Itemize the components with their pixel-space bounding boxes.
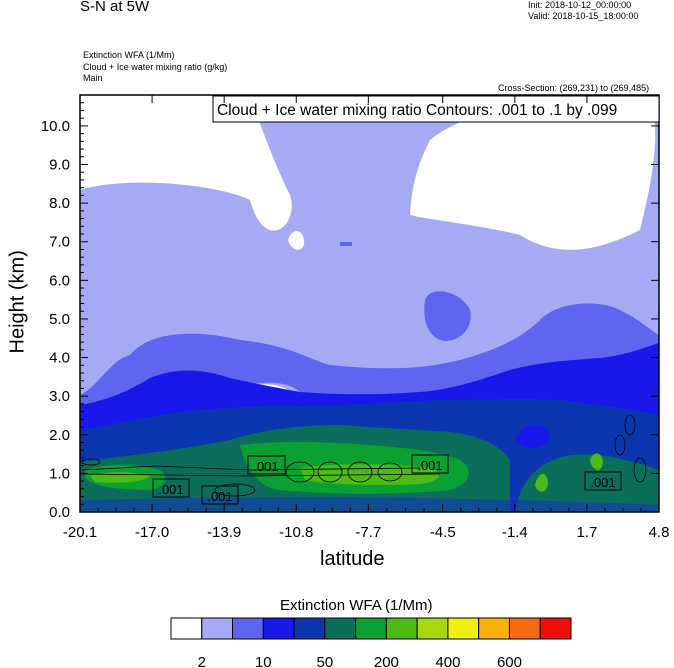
contour-label-box (247, 455, 286, 475)
contour-label-box (152, 478, 190, 498)
colorbar-tick-label: 10 (255, 654, 272, 668)
contour-line (614, 434, 626, 456)
x-axis-title: latitude (320, 548, 385, 570)
x-tick-label: 1.7 (576, 524, 597, 541)
mid-blue-small (340, 242, 352, 246)
contour-label: .001 (253, 459, 278, 474)
x-tick-label: -17.0 (135, 524, 169, 541)
colorbar-tick-label: 400 (435, 654, 460, 668)
field-label-extinction: Extinction WFA (1/Mm) (83, 50, 175, 60)
y-tick-label: 2.0 (49, 427, 70, 444)
colorbar-swatch (201, 617, 234, 640)
x-tick-label: -13.9 (207, 524, 241, 541)
contour-legend-box (212, 95, 660, 123)
colorbar: 2 10 50 200 400 600 (170, 617, 572, 668)
field-label-mixing-ratio: Cloud + Ice water mixing ratio (g/kg) (83, 62, 228, 72)
contour-label-box (411, 454, 449, 474)
contour-line (214, 483, 256, 497)
colorbar-tick-label: 2 (198, 654, 206, 668)
colorbar-swatch (478, 617, 510, 640)
blue-blob-right (515, 424, 550, 448)
contour-line (285, 461, 315, 483)
white-upper-right (410, 98, 656, 250)
colorbar-swatch (508, 617, 541, 640)
x-tick-label: -20.1 (63, 524, 97, 541)
axis-ticks: -20.1 -17.0 -13.9 -10.8 -7.7 -4.5 -1.4 1.7 4.8 0.… (41, 94, 670, 541)
colorbar-swatch (324, 617, 357, 640)
contour-line (624, 414, 636, 436)
contour-line (347, 461, 373, 483)
y-tick-label: 9.0 (49, 157, 70, 174)
x-tick-label: -7.7 (355, 524, 381, 541)
y-tick-label: 5.0 (49, 311, 70, 328)
contour-label-box (201, 485, 239, 505)
field-label-main: Main (83, 73, 103, 83)
colorbar-tick-label: 200 (374, 654, 399, 668)
init-time: Init: 2018-10-12_00:00:00 (528, 0, 632, 10)
x-tick-label: -1.4 (502, 524, 528, 541)
x-tick-label: -4.5 (430, 524, 456, 541)
colorbar-tick-label: 50 (317, 654, 334, 668)
contour-label-box (584, 471, 622, 491)
contour-labels: .001 .001 .001 .001 .001 (152, 454, 622, 505)
contour-line (81, 465, 421, 471)
contour-legend-text: Cloud + Ice water mixing ratio Contours:… (217, 102, 617, 119)
y-tick-label: 1.0 (49, 465, 70, 482)
colorbar-swatch (447, 617, 480, 640)
mid-blue-blob (424, 291, 471, 341)
contour-label: .001 (417, 458, 442, 473)
colorbar-swatch (385, 617, 418, 640)
colorbar-swatch (293, 617, 326, 640)
colorbar-swatch (539, 617, 572, 640)
lightgreen-right (535, 474, 548, 492)
y-tick-label: 10.0 (41, 118, 70, 135)
contour-line (81, 473, 441, 477)
surface-strip (80, 497, 659, 512)
y-tick-label: 8.0 (49, 195, 70, 212)
contour-line (317, 461, 343, 483)
mixing-ratio-contours (81, 414, 647, 497)
colorbar-title: Extinction WFA (1/Mm) (280, 597, 433, 614)
contour-line (633, 457, 647, 483)
colorbar-swatch (262, 617, 295, 640)
colorbar-swatch (416, 617, 449, 640)
contour-label: .001 (158, 482, 183, 497)
colorbar-swatch (232, 617, 264, 640)
contour-line (377, 462, 403, 482)
colorbar-swatch (355, 617, 387, 640)
colorbar-tick-label: 600 (497, 654, 522, 668)
contour-line (81, 458, 101, 466)
y-tick-label: 6.0 (49, 272, 70, 289)
filled-contours (80, 95, 659, 512)
lightgreen-far-right (590, 453, 603, 471)
plot-title: S-N at 5W (80, 0, 150, 15)
white-blob (288, 231, 305, 250)
y-tick-label: 7.0 (49, 234, 70, 251)
white-upper-left (80, 95, 292, 231)
colorbar-swatch (170, 617, 203, 640)
y-tick-label: 0.0 (49, 504, 70, 521)
y-tick-label: 4.0 (49, 350, 70, 367)
x-tick-label: -10.8 (279, 524, 313, 541)
layer-teal-right (515, 454, 659, 512)
x-tick-label: 4.8 (649, 524, 670, 541)
valid-time: Valid: 2018-10-15_18:00:00 (528, 11, 639, 21)
y-tick-label: 3.0 (49, 388, 70, 405)
y-axis-title: Height (km) (6, 250, 29, 354)
contour-label: .001 (590, 475, 615, 490)
contour-label: .001 (207, 489, 232, 504)
cross-section-label: Cross-Section: (269,231) to (269,485) (498, 83, 650, 93)
